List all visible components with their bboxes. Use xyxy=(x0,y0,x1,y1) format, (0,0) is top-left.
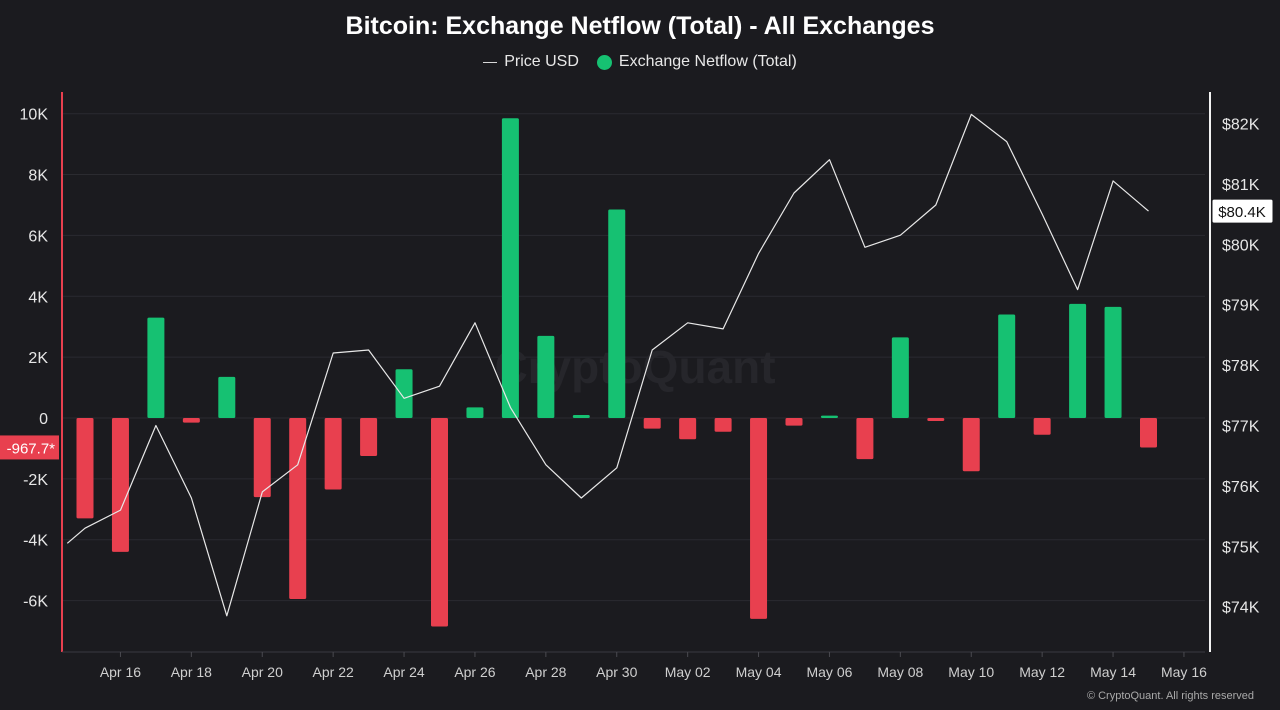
netflow-bar xyxy=(1033,418,1051,435)
y-right-tick-label: $82K xyxy=(1222,117,1260,134)
netflow-bar xyxy=(608,209,626,418)
y-right-tick-label: $74K xyxy=(1222,600,1260,617)
y-right-tick-label: $78K xyxy=(1222,358,1260,375)
netflow-bar xyxy=(289,418,307,600)
netflow-bar xyxy=(253,418,271,498)
current-netflow-value: -967.7* xyxy=(7,440,56,457)
x-tick-label: Apr 20 xyxy=(242,664,283,680)
netflow-bar xyxy=(714,418,732,432)
netflow-bar xyxy=(111,418,129,552)
copyright-footer: © CryptoQuant. All rights reserved xyxy=(1086,690,1254,702)
netflow-bar xyxy=(927,418,945,422)
netflow-bar xyxy=(76,418,94,519)
netflow-bar xyxy=(856,418,874,460)
netflow-bar xyxy=(1140,418,1157,448)
netflow-dot-swatch xyxy=(596,54,612,70)
current-netflow-badge xyxy=(0,435,59,460)
watermark: CryptoQuant xyxy=(494,341,775,393)
legend-item-netflow[interactable]: Exchange Netflow (Total) xyxy=(596,53,797,71)
netflow-bars xyxy=(76,118,1157,627)
netflow-bar xyxy=(501,118,519,419)
y-left-tick-label: 2K xyxy=(28,350,48,367)
price-line xyxy=(66,113,1149,617)
netflow-bar xyxy=(182,418,200,423)
y-left-tick-label: -6K xyxy=(23,594,48,611)
y-left-tick-label: 10K xyxy=(20,107,49,124)
current-price-value: $80.4K xyxy=(1218,204,1266,221)
netflow-bar xyxy=(1104,306,1122,418)
y-right-tick-label: $77K xyxy=(1222,419,1260,436)
price-line-layer xyxy=(66,113,1149,617)
x-tick-label: Apr 30 xyxy=(596,664,637,680)
x-tick-label: May 08 xyxy=(877,664,923,680)
netflow-bar xyxy=(820,415,838,418)
netflow-bar xyxy=(537,335,555,418)
y-right-tick-label: $80K xyxy=(1222,237,1260,254)
axis-labels: 10K 8K 6K 4K 2K 0 -2K -4K -6K $82K $81K $80K $79K $78… xyxy=(20,107,1260,680)
y-left-tick-label: -2K xyxy=(23,472,48,489)
y-left-tick-label: -4K xyxy=(23,533,48,550)
x-tick-label: Apr 18 xyxy=(171,664,212,680)
x-tick-label: May 12 xyxy=(1019,664,1065,680)
x-tick-label: May 02 xyxy=(665,664,711,680)
y-right-tick-label: $76K xyxy=(1222,479,1260,496)
netflow-bar xyxy=(1069,303,1087,418)
netflow-bar xyxy=(147,317,165,418)
legend-price-label: Price USD xyxy=(504,53,579,70)
netflow-bar xyxy=(785,418,803,426)
x-tick-label: Apr 24 xyxy=(383,664,424,680)
x-tick-label: May 14 xyxy=(1090,664,1136,680)
x-tick-label: May 10 xyxy=(948,664,994,680)
netflow-bar xyxy=(679,418,697,440)
x-tick-label: Apr 28 xyxy=(525,664,566,680)
y-left-tick-label: 6K xyxy=(28,228,48,245)
netflow-bar xyxy=(324,418,342,490)
netflow-bar xyxy=(572,414,590,418)
legend-netflow-label: Exchange Netflow (Total) xyxy=(618,53,797,70)
x-tick-label: Apr 22 xyxy=(313,664,354,680)
y-left-tick-label: 8K xyxy=(28,168,48,185)
chart-title: Bitcoin: Exchange Netflow (Total) - All … xyxy=(345,12,935,40)
x-tick-label: May 16 xyxy=(1161,664,1207,680)
netflow-bar xyxy=(431,418,448,627)
x-tick-label: May 06 xyxy=(806,664,852,680)
chart-axes xyxy=(61,92,1211,657)
y-left-tick-label: 0 xyxy=(39,411,48,428)
x-tick-label: May 04 xyxy=(736,664,782,680)
x-tick-label: Apr 16 xyxy=(100,664,141,680)
netflow-bar xyxy=(962,418,980,472)
current-value-markers: -967.7* $80.4K xyxy=(0,198,1274,460)
netflow-bar xyxy=(891,337,909,418)
y-right-tick-label: $79K xyxy=(1222,298,1260,315)
y-right-tick-label: $75K xyxy=(1222,539,1260,556)
netflow-bar xyxy=(750,418,768,619)
netflow-bar xyxy=(643,418,661,429)
netflow-bar xyxy=(218,376,236,418)
netflow-bar xyxy=(466,407,484,418)
netflow-bar xyxy=(395,369,413,418)
y-right-tick-label: $81K xyxy=(1222,177,1260,194)
netflow-bar xyxy=(998,314,1016,418)
chart-legend: Price USD Exchange Netflow (Total) xyxy=(0,53,1280,71)
legend-item-price[interactable]: Price USD xyxy=(483,53,579,71)
x-tick-label: Apr 26 xyxy=(454,664,495,680)
y-left-tick-label: 4K xyxy=(28,289,48,306)
current-price-badge xyxy=(1211,198,1274,224)
price-line-swatch xyxy=(483,61,498,63)
netflow-bar xyxy=(360,418,378,457)
